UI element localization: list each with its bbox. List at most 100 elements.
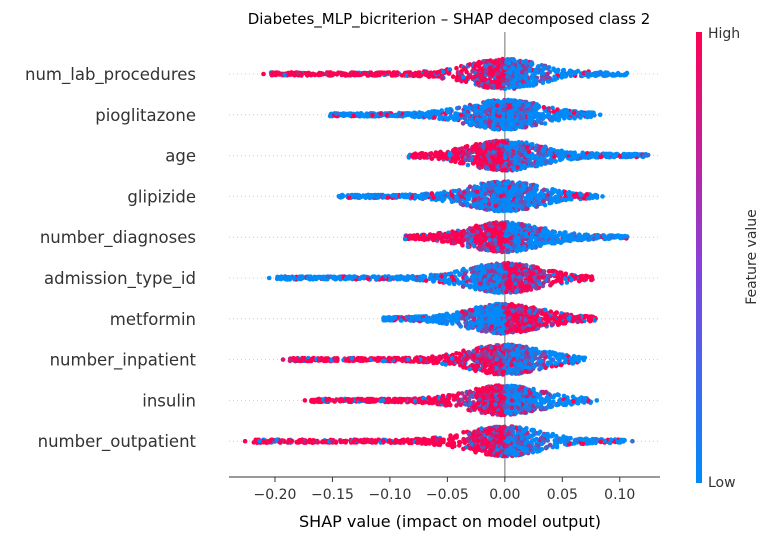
shap-point <box>494 103 500 108</box>
shap-point <box>385 70 391 75</box>
shap-point <box>518 190 523 196</box>
shap-point <box>496 200 502 205</box>
shap-point <box>517 143 523 148</box>
shap-point <box>486 231 491 237</box>
shap-point <box>541 233 547 239</box>
shap-point <box>618 233 623 239</box>
shap-point <box>558 110 564 115</box>
shap-point <box>545 66 550 71</box>
shap-point <box>549 240 555 246</box>
shap-point <box>519 205 525 211</box>
shap-point <box>594 151 599 156</box>
shap-point <box>438 191 443 196</box>
shap-point <box>495 208 501 214</box>
shap-point <box>584 71 590 76</box>
shap-point <box>502 181 508 186</box>
shap-point <box>500 147 506 153</box>
shap-point <box>488 119 493 124</box>
shap-point <box>458 194 464 199</box>
shap-point <box>593 73 599 78</box>
shap-point <box>472 143 477 149</box>
shap-point <box>506 82 511 87</box>
shap-point <box>520 185 526 190</box>
shap-point <box>481 144 486 150</box>
shap-point <box>540 80 546 85</box>
shap-point <box>418 73 424 78</box>
shap-point <box>522 164 528 169</box>
beeswarm-points <box>242 56 651 459</box>
shap-point <box>509 121 514 127</box>
shap-point <box>351 70 356 75</box>
shap-point <box>339 70 344 76</box>
shap-point <box>453 188 459 194</box>
shap-point <box>528 61 534 67</box>
shap-point <box>571 193 577 198</box>
shap-point <box>559 148 564 154</box>
shap-point <box>482 119 488 125</box>
shap-point <box>483 64 488 69</box>
shap-point <box>625 154 630 160</box>
shap-point <box>641 153 647 159</box>
shap-point <box>512 160 517 166</box>
shap-point <box>483 159 489 164</box>
shap-point <box>355 72 361 78</box>
feature-swarm <box>406 138 651 173</box>
shap-point <box>482 182 487 187</box>
shap-point <box>454 65 459 71</box>
shap-point <box>600 194 605 199</box>
shap-point <box>526 80 532 85</box>
shap-point <box>538 193 543 199</box>
shap-point <box>541 187 547 193</box>
shap-point <box>347 72 352 78</box>
shap-point <box>542 121 548 126</box>
shap-point <box>527 227 532 232</box>
shap-point <box>557 157 563 163</box>
shap-point <box>500 139 506 144</box>
shap-point <box>289 70 294 76</box>
shap-point <box>440 155 446 160</box>
shap-point <box>598 71 603 77</box>
shap-point <box>450 74 456 79</box>
shap-point <box>472 185 478 190</box>
shap-point <box>541 152 546 158</box>
shap-point <box>363 112 369 117</box>
shap-point <box>424 236 429 242</box>
shap-point <box>608 151 614 157</box>
feature-swarm <box>402 220 630 255</box>
shap-point <box>492 238 498 243</box>
shap-point <box>570 156 575 162</box>
shap-point <box>526 199 531 204</box>
shap-point <box>438 149 443 155</box>
shap-point <box>523 124 528 130</box>
shap-point <box>389 73 395 78</box>
shap-point <box>541 76 547 82</box>
shap-point <box>500 186 505 192</box>
shap-point <box>464 119 470 125</box>
shap-point <box>465 244 471 249</box>
shap-point <box>531 202 537 208</box>
shap-point <box>524 140 529 145</box>
shap-point <box>498 74 503 79</box>
shap-point <box>495 126 500 132</box>
shap-point <box>501 107 506 112</box>
shap-point <box>552 74 557 80</box>
shap-point <box>460 238 466 244</box>
shap-point <box>489 85 495 90</box>
shap-point <box>459 79 464 84</box>
shap-point <box>526 149 532 154</box>
shap-point <box>336 193 342 199</box>
shap-point <box>502 65 508 71</box>
shap-point <box>479 193 485 199</box>
shap-point <box>465 151 470 156</box>
shap-point <box>436 196 441 201</box>
shap-point <box>548 148 554 153</box>
shap-point <box>546 106 552 111</box>
shap-point <box>581 196 587 201</box>
shap-point <box>461 109 467 115</box>
shap-point <box>430 74 436 79</box>
shap-point <box>543 240 549 245</box>
shap-point <box>530 142 535 147</box>
shap-point <box>568 150 573 156</box>
shap-point <box>480 203 485 209</box>
shap-point <box>545 79 551 84</box>
